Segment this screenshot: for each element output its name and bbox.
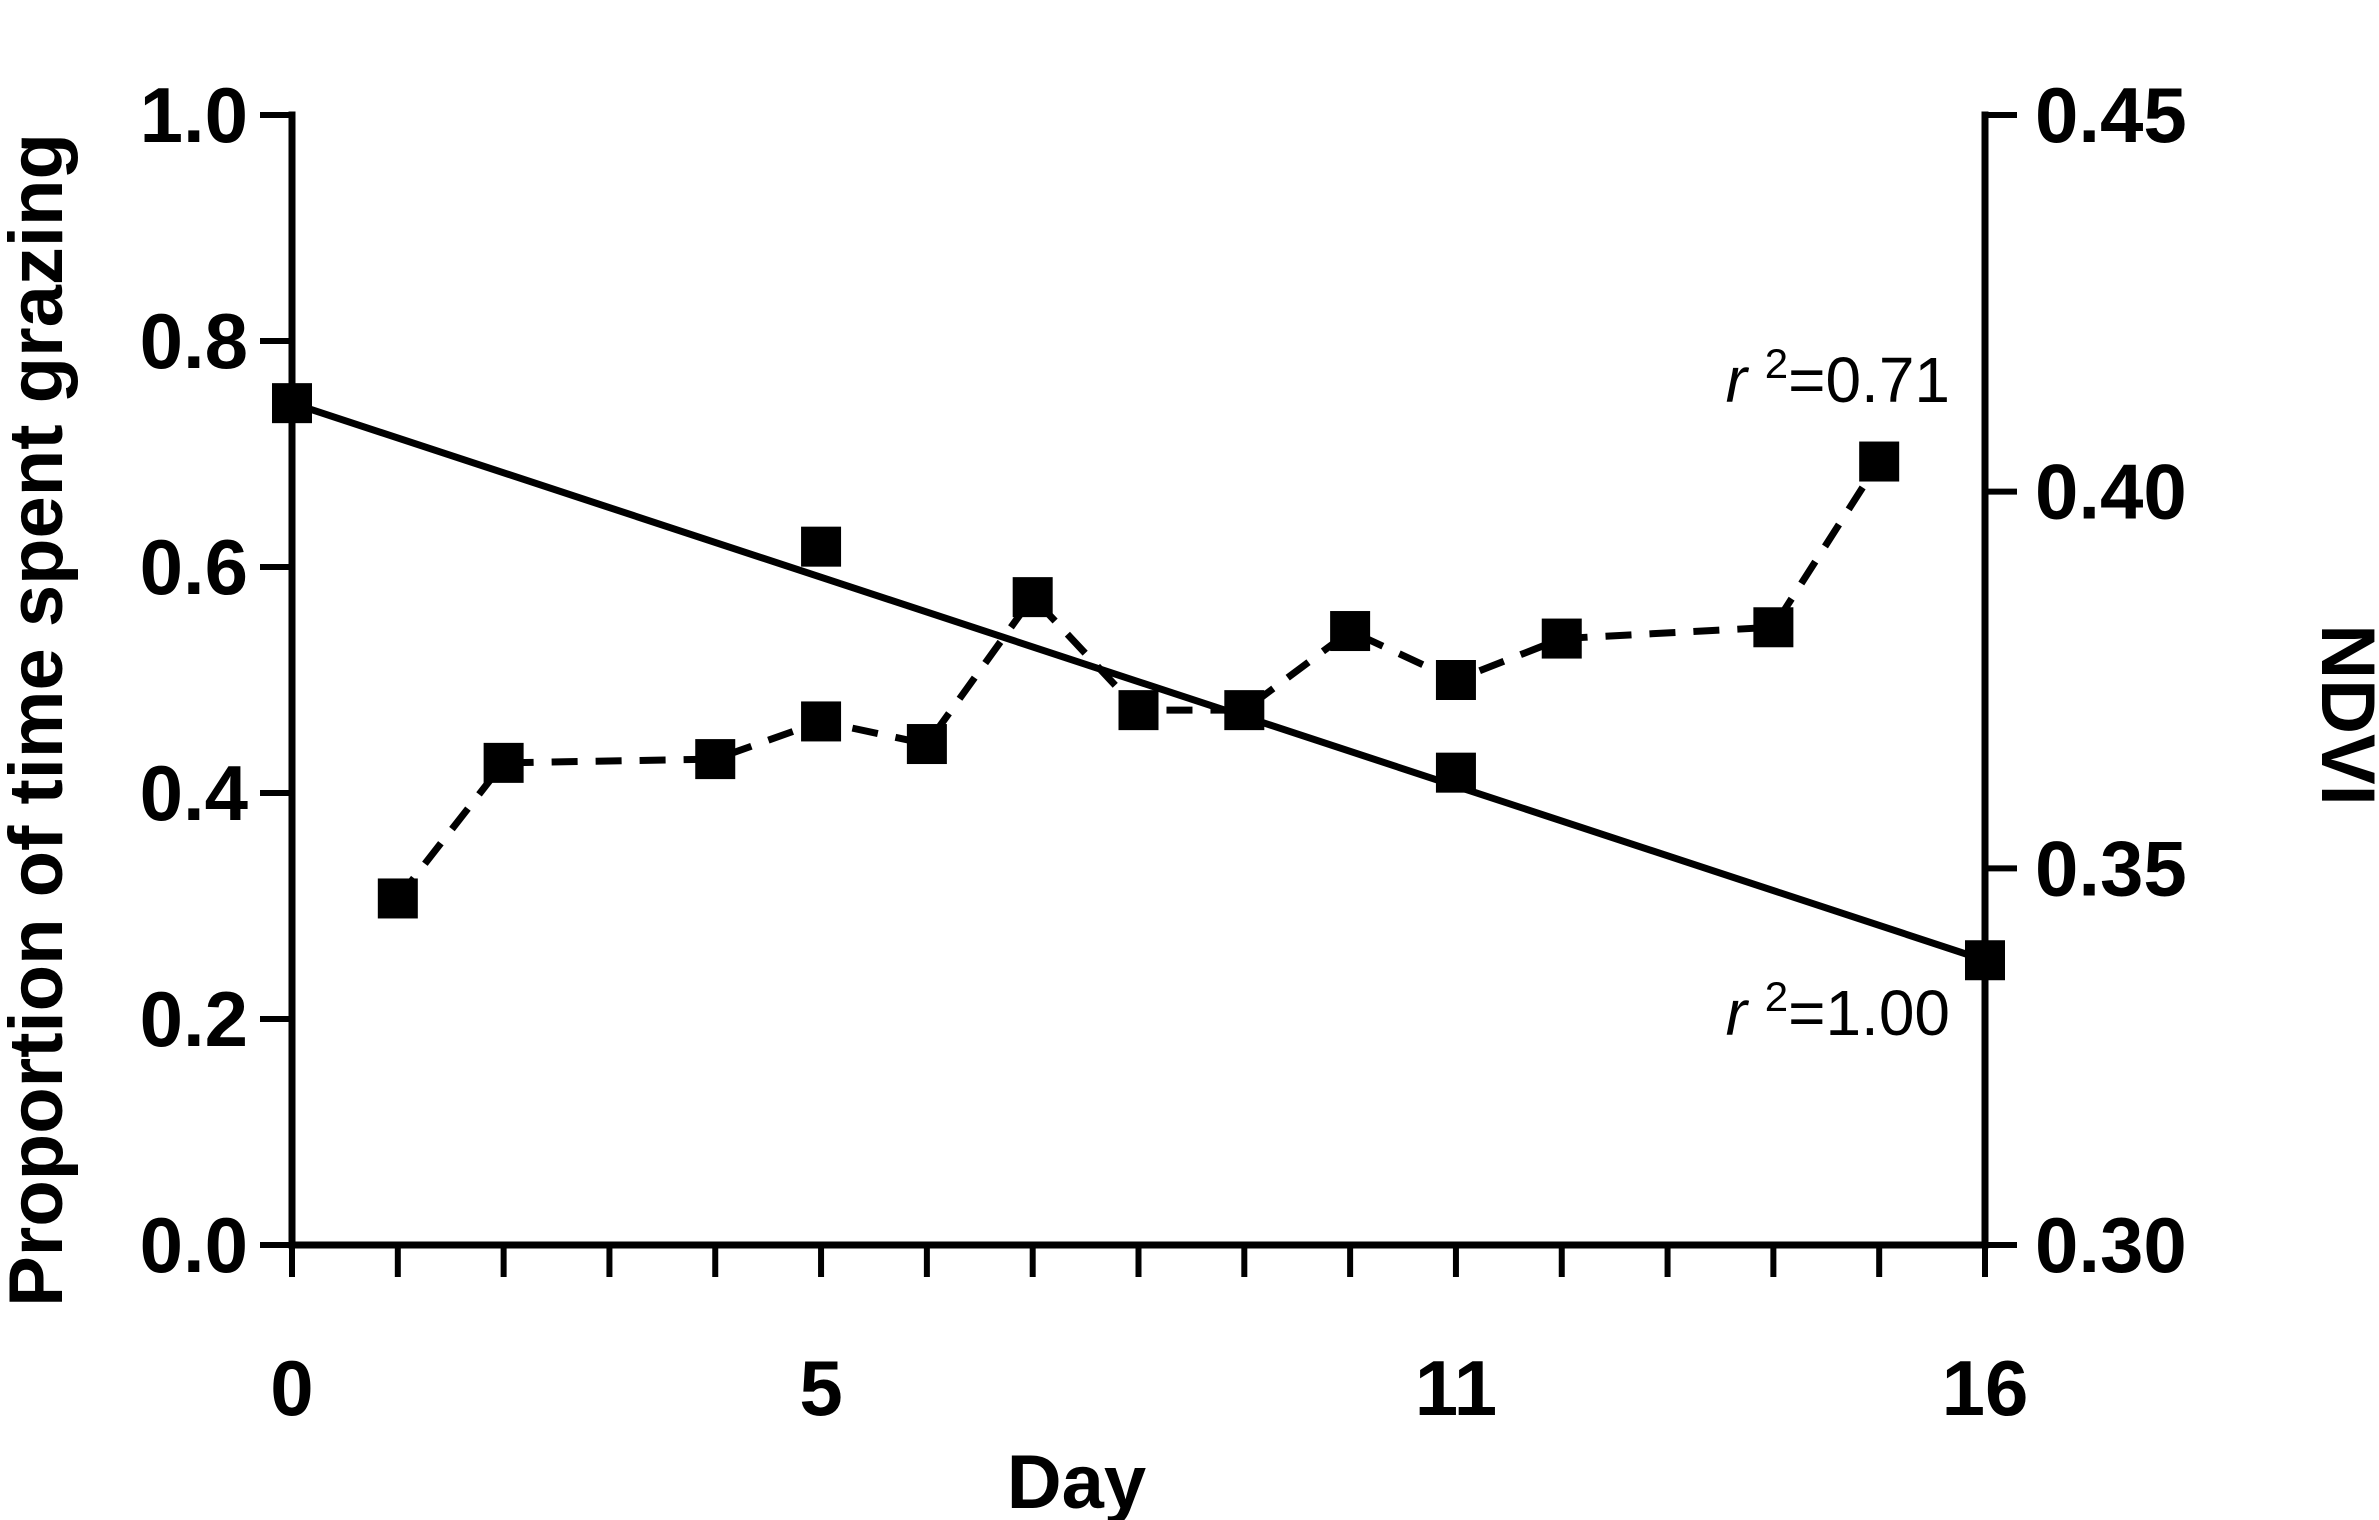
- ndvi-point: [1012, 577, 1053, 618]
- y-left-axis-title: Proportion of time spent grazing: [0, 133, 79, 1307]
- y-left-tick-label: 0.4: [140, 749, 248, 837]
- y-right-tick-label: 0.40: [2035, 448, 2187, 536]
- y-right-tick-label: 0.35: [2035, 824, 2187, 912]
- y-left-tick-label: 0.2: [140, 975, 248, 1063]
- grazing-point: [272, 383, 312, 424]
- ndvi-point: [1224, 690, 1265, 731]
- ndvi-point: [1753, 607, 1794, 648]
- axes-layer: [260, 111, 2017, 1277]
- ndvi-point: [695, 739, 736, 780]
- labels-layer: 0.0 0.2 0.4 0.6 0.8 1.0 0.30 0.35 0.40 0.45 0 5 11 16…: [0, 71, 2379, 1520]
- y-right-tick-label: 0.30: [2035, 1201, 2187, 1289]
- ndvi-point: [1859, 441, 1900, 482]
- x-tick-label: 11: [1415, 1344, 1497, 1432]
- x-axis-title: Day: [1007, 1440, 1146, 1520]
- ndvi-point: [1435, 660, 1476, 700]
- ndvi-point: [1118, 690, 1159, 731]
- y-left-tick-label: 0.8: [140, 297, 248, 385]
- x-tick-label: 0: [270, 1344, 313, 1432]
- ndvi-point: [483, 742, 524, 783]
- series-layer: [272, 383, 2005, 981]
- grazing-point: [801, 526, 842, 567]
- ndvi-point: [377, 878, 418, 919]
- grazing-point: [1965, 940, 2005, 981]
- ndvi-point: [1330, 611, 1371, 652]
- ndvi-point: [801, 701, 842, 742]
- y-right-axis-title: NDVI: [2305, 624, 2379, 806]
- y-right-tick-label: 0.45: [2035, 71, 2187, 159]
- grazing-fit-line: [290, 399, 1987, 964]
- ndvi-point: [906, 724, 947, 765]
- ndvi-r2-annotation: r 2=0.71: [1726, 340, 1950, 416]
- y-left-tick-label: 1.0: [140, 71, 248, 159]
- x-tick-label: 16: [1942, 1344, 2029, 1432]
- x-tick-label: 5: [799, 1344, 842, 1432]
- ndvi-point: [1541, 618, 1582, 659]
- grazing-point: [1435, 752, 1476, 793]
- grazing-r2-annotation: r 2=1.00: [1726, 973, 1950, 1049]
- y-left-tick-label: 0.6: [140, 523, 248, 611]
- y-left-tick-label: 0.0: [140, 1201, 248, 1289]
